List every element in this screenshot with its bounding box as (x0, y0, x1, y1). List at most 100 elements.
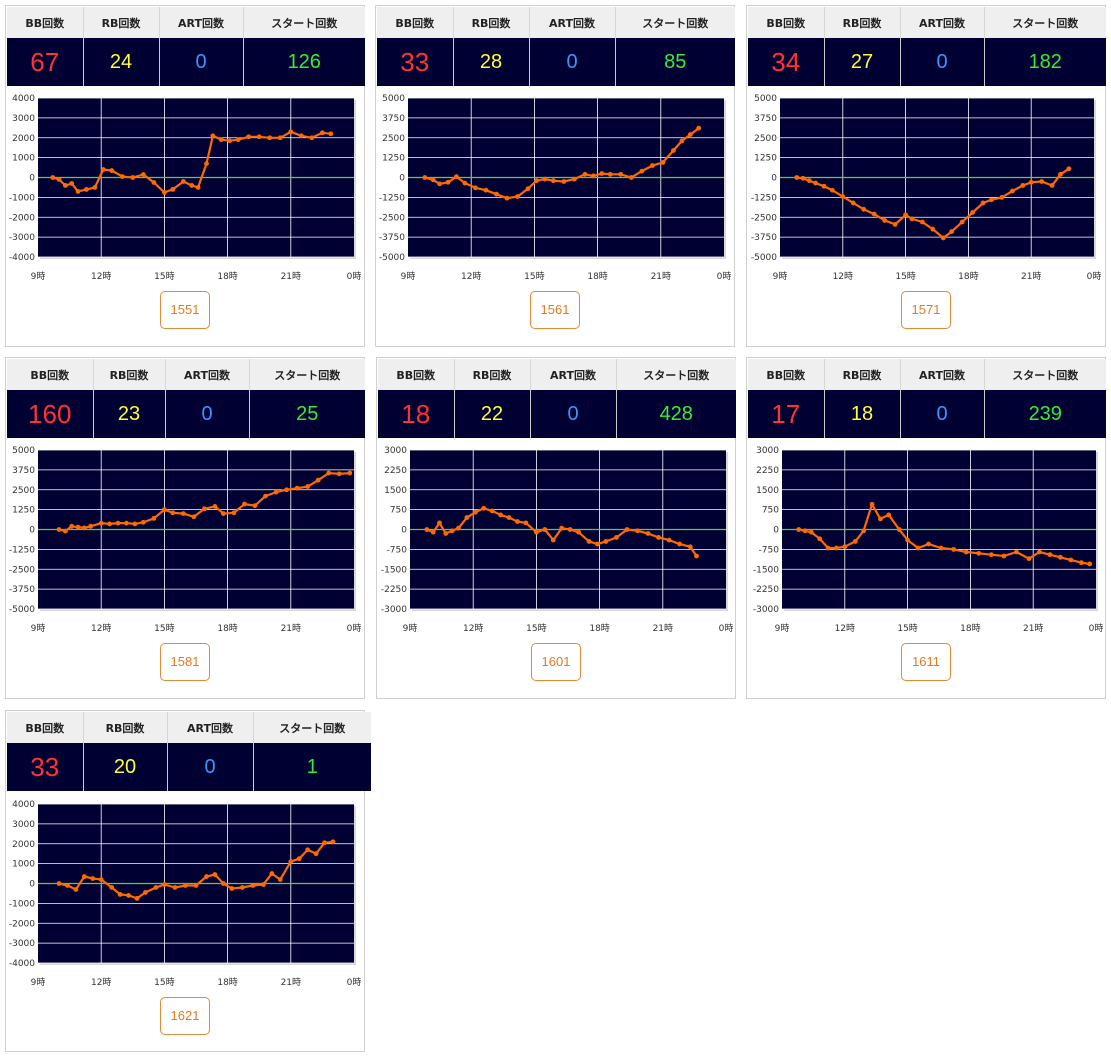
value-art: 0 (900, 38, 985, 86)
data-point (618, 171, 624, 177)
data-point (191, 514, 197, 520)
x-tick-label: 18時 (217, 977, 237, 988)
data-point (980, 200, 986, 206)
data-point (590, 173, 596, 179)
data-point (813, 180, 818, 186)
header-art: ART回数 (900, 7, 985, 38)
data-point (204, 161, 209, 166)
data-point (170, 187, 176, 192)
y-tick-label: -1000 (9, 193, 35, 203)
data-point (515, 194, 520, 199)
data-point (635, 528, 640, 534)
data-point (892, 222, 898, 227)
x-tick-label: 9時 (401, 271, 416, 282)
value-bb: 160 (7, 390, 94, 438)
chart-1571: 5000 3750 2500 1250 0 -1250 -2500 -3750 -5000 9時 1… (751, 94, 1102, 282)
data-point (886, 512, 892, 518)
data-point (550, 537, 556, 543)
data-point (62, 528, 68, 534)
data-point (261, 882, 266, 887)
chart-1561: 5000 3750 2500 1250 0 -1250 -2500 -3750 -5000 9時 1… (379, 94, 732, 282)
data-point (162, 190, 167, 195)
machine-number-button[interactable]: 1581 (160, 643, 210, 681)
data-point (422, 175, 428, 180)
data-point (81, 525, 87, 531)
data-point (926, 541, 931, 547)
x-tick-label: 21時 (1023, 623, 1043, 634)
y-tick-label: -2250 (753, 585, 779, 595)
value-start: 182 (984, 38, 1106, 86)
x-tick-label: 18時 (958, 271, 978, 282)
value-rb: 28 (453, 38, 530, 86)
machine-card-1601: BB回数 RB回数 ART回数 スタート回数 18 22 0 428 3000 2250 1500 7… (376, 357, 736, 699)
machine-number-button[interactable]: 1601 (531, 643, 581, 681)
y-tick-label: 3000 (384, 446, 407, 456)
data-point (607, 171, 613, 177)
machine-number-button[interactable]: 1551 (160, 291, 210, 329)
y-tick-label: 2500 (12, 486, 35, 496)
machine-card-1571: BB回数 RB回数 ART回数 スタート回数 34 27 0 182 5000 3750 2500 1… (746, 5, 1106, 347)
data-point (212, 872, 218, 877)
x-tick-label: 9時 (773, 271, 788, 282)
data-point (808, 529, 814, 535)
data-point (542, 527, 548, 532)
data-point (189, 183, 195, 188)
y-tick-label: -1000 (9, 899, 35, 909)
value-bb: 67 (7, 38, 84, 86)
value-art: 0 (165, 390, 250, 438)
y-tick-label: 3750 (754, 114, 777, 124)
header-rb: RB回数 (453, 7, 530, 38)
data-point (313, 851, 319, 857)
machine-number-button[interactable]: 1571 (901, 291, 951, 329)
machine-card-1611: BB回数 RB回数 ART回数 スタート回数 17 18 0 239 3000 2250 1500 7… (746, 357, 1106, 699)
y-tick-label: -3000 (753, 605, 779, 615)
data-point (624, 527, 630, 532)
data-point (305, 847, 311, 853)
data-point (73, 887, 79, 892)
data-point (649, 163, 655, 168)
data-point (970, 210, 975, 215)
machine-number-button[interactable]: 1611 (901, 643, 951, 681)
x-tick-label: 12時 (835, 623, 855, 634)
data-point (90, 876, 96, 881)
y-tick-label: 2250 (756, 466, 779, 476)
data-point (56, 881, 62, 886)
y-tick-label: 3000 (12, 820, 35, 830)
data-point (227, 138, 233, 144)
data-point (98, 520, 104, 526)
value-bb: 33 (377, 38, 454, 86)
data-point (586, 539, 592, 544)
y-tick-label: -3750 (379, 233, 405, 243)
data-point (800, 175, 806, 181)
data-point (170, 510, 176, 516)
x-tick-label: 0時 (347, 271, 362, 282)
data-point (277, 877, 283, 882)
data-point (81, 874, 87, 879)
data-point (298, 133, 304, 139)
value-rb: 23 (93, 390, 166, 438)
data-point (1058, 554, 1063, 560)
data-point (98, 877, 104, 882)
x-tick-label: 9時 (31, 977, 46, 988)
data-point (959, 219, 965, 225)
data-point (1068, 557, 1074, 563)
data-point (817, 536, 823, 542)
data-point (252, 503, 258, 509)
data-point (639, 168, 645, 174)
stats-table: BB回数 RB回数 ART回数 スタート回数 33 28 0 85 (377, 7, 735, 86)
y-tick-label: -1250 (9, 545, 35, 555)
data-point (949, 229, 955, 234)
data-point (671, 148, 676, 153)
data-point (882, 218, 888, 223)
data-point (140, 172, 146, 177)
y-tick-label: -4000 (9, 959, 35, 969)
data-point (153, 885, 159, 890)
data-point (614, 535, 619, 540)
data-point (1049, 183, 1055, 188)
data-point (660, 159, 666, 165)
header-bb: BB回数 (377, 7, 454, 38)
value-art: 0 (900, 390, 985, 438)
machine-number-button[interactable]: 1621 (160, 997, 210, 1035)
machine-number-button[interactable]: 1561 (530, 291, 580, 329)
data-point (1026, 556, 1032, 562)
